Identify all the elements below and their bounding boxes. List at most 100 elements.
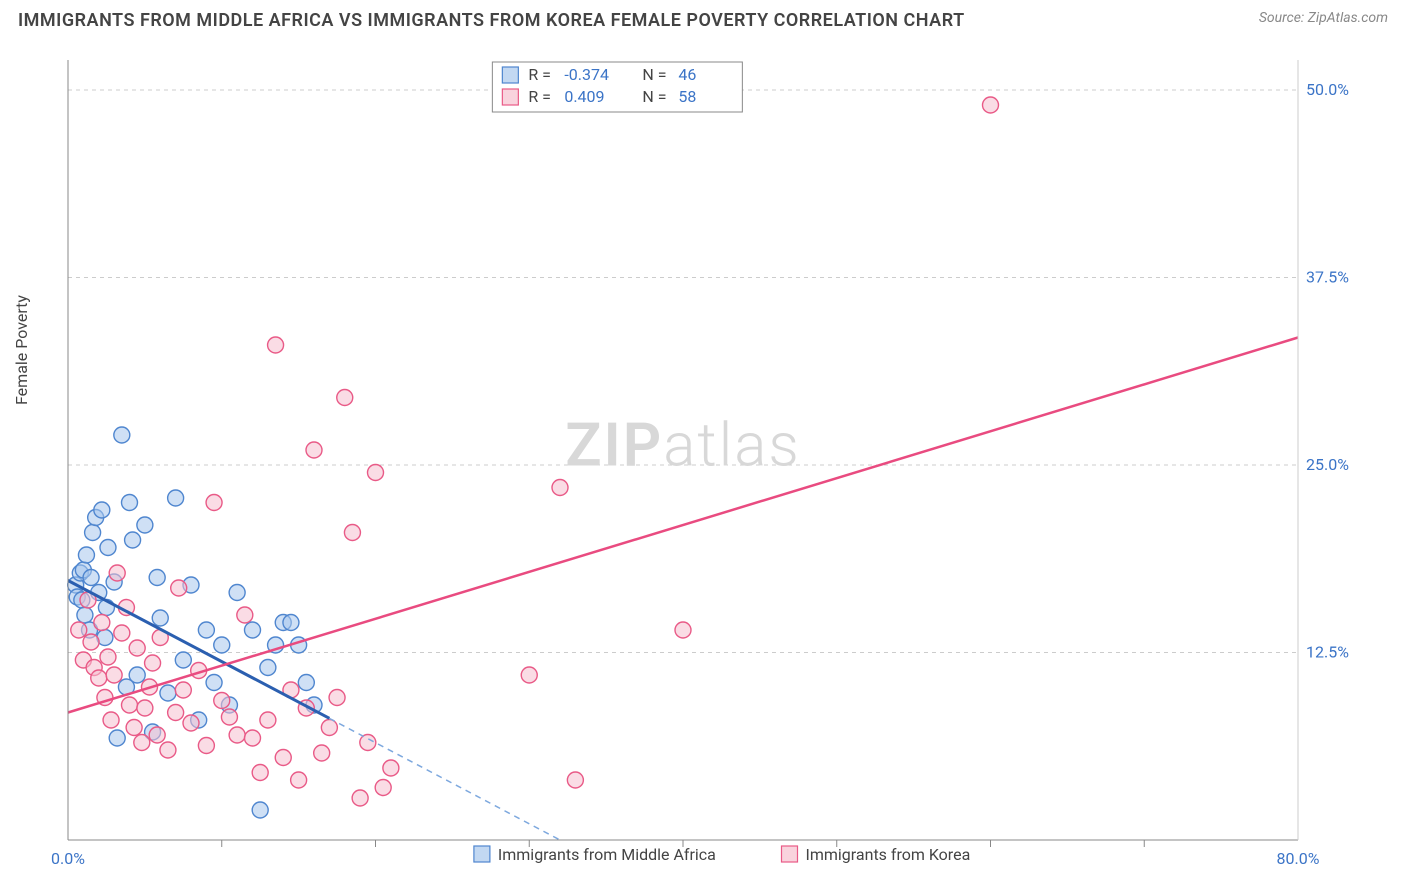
data-point	[160, 742, 176, 758]
stats-n-key: N =	[642, 65, 666, 84]
data-point	[252, 802, 268, 818]
watermark: ZIPatlas	[565, 410, 801, 481]
data-point	[321, 720, 337, 736]
data-point	[175, 682, 191, 698]
data-point	[83, 570, 99, 586]
y-tick-label: 12.5%	[1306, 643, 1349, 662]
data-point	[368, 465, 384, 481]
data-point	[100, 649, 116, 665]
data-point	[291, 772, 307, 788]
stats-n-value: 58	[678, 87, 696, 106]
data-point	[352, 790, 368, 806]
data-point	[109, 565, 125, 581]
data-point	[206, 495, 222, 511]
data-point	[675, 622, 691, 638]
data-point	[306, 442, 322, 458]
data-point	[134, 735, 150, 751]
data-point	[252, 765, 268, 781]
y-tick-label: 50.0%	[1306, 80, 1349, 99]
data-point	[168, 705, 184, 721]
stats-swatch	[502, 89, 518, 105]
data-point	[214, 693, 230, 709]
data-point	[145, 655, 161, 671]
data-point	[268, 337, 284, 353]
data-point	[175, 652, 191, 668]
data-point	[183, 715, 199, 731]
data-point	[91, 670, 107, 686]
data-point	[375, 780, 391, 796]
data-point	[198, 622, 214, 638]
data-point	[337, 390, 353, 406]
data-point	[567, 772, 583, 788]
data-point	[78, 547, 94, 563]
x-max-label: 80.0%	[1277, 849, 1320, 868]
data-point	[137, 517, 153, 533]
y-axis-label: Female Poverty	[12, 295, 31, 405]
data-point	[109, 730, 125, 746]
y-tick-label: 25.0%	[1306, 455, 1349, 474]
stats-n-key: N =	[642, 87, 666, 106]
data-point	[149, 570, 165, 586]
data-point	[85, 525, 101, 541]
data-point	[245, 622, 261, 638]
data-point	[198, 738, 214, 754]
data-point	[245, 730, 261, 746]
stats-swatch	[502, 67, 518, 83]
data-point	[125, 532, 141, 548]
data-point	[129, 667, 145, 683]
data-point	[275, 750, 291, 766]
legend-swatch	[474, 846, 490, 862]
y-tick-label: 37.5%	[1306, 268, 1349, 287]
stats-r-value: -0.374	[564, 65, 609, 84]
data-point	[214, 637, 230, 653]
data-point	[552, 480, 568, 496]
data-point	[298, 675, 314, 691]
data-point	[94, 615, 110, 631]
data-point	[521, 667, 537, 683]
data-point	[206, 675, 222, 691]
data-point	[114, 427, 130, 443]
stats-r-key: R =	[528, 87, 551, 106]
stats-r-key: R =	[528, 65, 551, 84]
data-point	[83, 634, 99, 650]
data-point	[983, 97, 999, 113]
x-min-label: 0.0%	[51, 849, 85, 868]
data-point	[152, 610, 168, 626]
data-point	[171, 580, 187, 596]
regression-line	[68, 338, 1298, 713]
data-point	[77, 607, 93, 623]
data-point	[221, 709, 237, 725]
data-point	[160, 685, 176, 701]
legend-label: Immigrants from Middle Africa	[498, 845, 716, 864]
data-point	[100, 540, 116, 556]
data-point	[106, 667, 122, 683]
data-point	[383, 760, 399, 776]
legend-label: Immigrants from Korea	[806, 845, 971, 864]
data-point	[314, 745, 330, 761]
data-point	[103, 712, 119, 728]
page-title: IMMIGRANTS FROM MIDDLE AFRICA VS IMMIGRA…	[18, 10, 965, 31]
correlation-scatter-chart: 12.5% 25.0% 37.5% 50.0% ZIPatlas 0.0% 80.0% Imm…	[18, 46, 1388, 874]
data-point	[260, 660, 276, 676]
data-point	[149, 727, 165, 743]
data-point	[137, 700, 153, 716]
stats-r-value: 0.409	[564, 87, 604, 106]
data-point	[229, 585, 245, 601]
data-point	[126, 720, 142, 736]
data-point	[94, 502, 110, 518]
legend-swatch	[782, 846, 798, 862]
data-point	[283, 615, 299, 631]
data-point	[129, 640, 145, 656]
data-point	[122, 697, 138, 713]
data-point	[260, 712, 276, 728]
data-point	[122, 495, 138, 511]
data-point	[71, 622, 87, 638]
data-point	[229, 727, 245, 743]
data-point	[360, 735, 376, 751]
data-point	[344, 525, 360, 541]
chart-container: Female Poverty 12.5%25.0%37.5%50.0%ZIPat…	[18, 46, 1388, 874]
data-point	[237, 607, 253, 623]
data-point	[329, 690, 345, 706]
source-label: Source: ZipAtlas.com	[1259, 10, 1388, 26]
stats-n-value: 46	[678, 65, 696, 84]
